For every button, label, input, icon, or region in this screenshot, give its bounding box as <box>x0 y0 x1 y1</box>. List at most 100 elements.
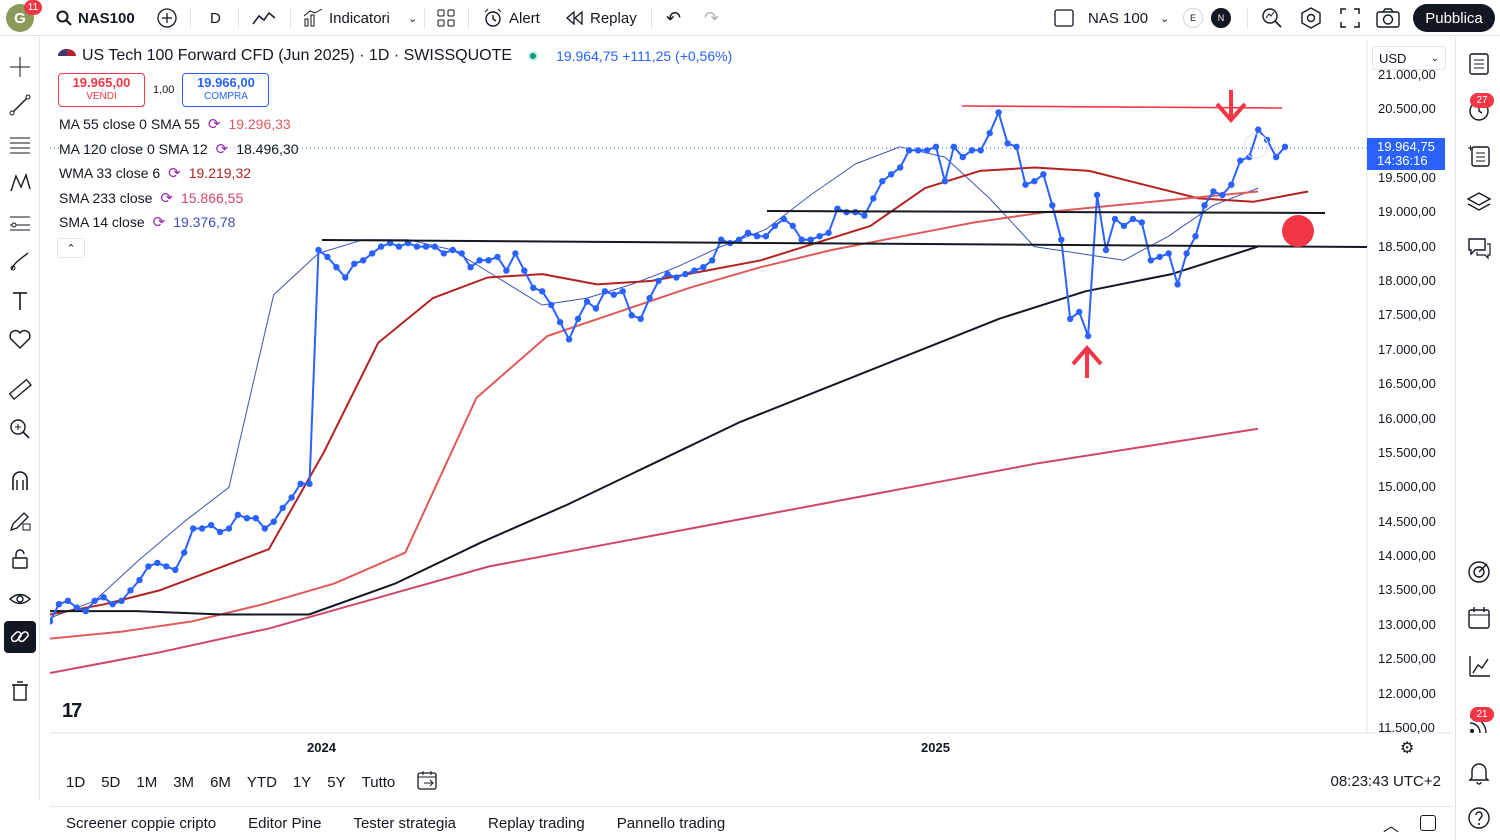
zoom-tool[interactable] <box>4 413 36 445</box>
undo-button[interactable]: ↶ <box>666 0 681 36</box>
indicators-button[interactable]: Indicatori <box>303 0 390 36</box>
range-6m[interactable]: 6M <box>210 773 231 791</box>
tab-strategy-tester[interactable]: Tester strategia <box>353 815 457 832</box>
notifications-button[interactable] <box>1464 757 1494 787</box>
arrow-down-icon[interactable] <box>1215 90 1247 124</box>
fib-tool[interactable] <box>4 129 36 161</box>
tradingview-logo[interactable]: 17 <box>62 700 82 722</box>
chevron-up-icon[interactable]: ︿ <box>1383 818 1400 835</box>
layout-button[interactable]: NAS 100 ⌄ <box>1054 0 1169 36</box>
trendline-tool[interactable] <box>4 89 36 121</box>
n-button[interactable]: N <box>1211 0 1231 36</box>
range-1y[interactable]: 1Y <box>292 773 312 791</box>
symbol-line[interactable]: US Tech 100 Forward CFD (Jun 2025) · 1D … <box>58 45 732 67</box>
quick-search-button[interactable] <box>1261 0 1283 36</box>
ma55-line[interactable] <box>50 190 1259 640</box>
arrow-up-icon[interactable] <box>1071 344 1103 378</box>
tab-pine-editor[interactable]: Editor Pine <box>248 815 322 832</box>
fullscreen-button[interactable] <box>1340 0 1360 36</box>
symbol-title[interactable]: US Tech 100 Forward CFD (Jun 2025) · 1D … <box>82 47 513 64</box>
price-point <box>315 246 322 254</box>
icon-tool[interactable] <box>4 323 36 355</box>
range-all[interactable]: Tutto <box>361 773 396 791</box>
quantity[interactable]: 1,00 <box>153 84 175 96</box>
pine-script-button[interactable] <box>1464 651 1494 681</box>
lock-tool[interactable] <box>4 543 36 575</box>
price-point <box>64 597 72 604</box>
range-ytd[interactable]: YTD <box>246 773 277 791</box>
redo-button[interactable]: ↷ <box>704 0 719 36</box>
chart-pane[interactable] <box>50 40 1453 802</box>
buy-button[interactable]: 19.966,00 COMPRA <box>182 73 270 107</box>
publish-button[interactable]: Pubblica <box>1413 4 1495 32</box>
drawing-mode-tool[interactable] <box>4 505 36 537</box>
text-icon <box>13 292 27 310</box>
collapse-legend-button[interactable]: ⌃ <box>57 238 85 258</box>
price-chart[interactable] <box>50 40 1453 802</box>
support-line-short[interactable] <box>766 210 1326 214</box>
snapshot-button[interactable] <box>1376 0 1400 36</box>
scale-settings-gear-icon[interactable]: ⚙ <box>1400 740 1415 757</box>
object-tree-button[interactable] <box>1464 187 1494 217</box>
indicators-dropdown[interactable]: ⌄ <box>408 0 417 36</box>
measure-tool[interactable] <box>4 373 36 405</box>
price-point <box>977 147 984 154</box>
sell-button[interactable]: 19.965,00 VENDI <box>58 73 145 107</box>
maximize-panel-icon[interactable] <box>1420 815 1436 831</box>
interval-button[interactable]: D <box>210 0 221 36</box>
e-button[interactable]: E <box>1183 0 1203 36</box>
trendline-icon <box>9 94 31 116</box>
help-button[interactable] <box>1464 803 1494 833</box>
ma120-line[interactable] <box>50 245 1259 616</box>
text-tool[interactable] <box>4 285 36 317</box>
user-drawings[interactable] <box>321 90 1368 378</box>
chats-button[interactable] <box>1464 233 1494 263</box>
replay-button[interactable]: Replay <box>566 0 637 36</box>
timezone-clock[interactable]: 08:23:43 UTC+2 <box>1330 773 1442 790</box>
news-button[interactable] <box>1464 141 1494 171</box>
price-point <box>1004 140 1011 147</box>
templates-button[interactable] <box>437 0 455 36</box>
cycle-icon: ⟳ <box>168 165 181 182</box>
tab-crypto-screener[interactable]: Screener coppie cripto <box>66 815 217 832</box>
red-dot-marker[interactable] <box>1282 215 1314 247</box>
indicator-legend-ma120[interactable]: MA 120 close 0 SMA 12 ⟳ 18.496,30 <box>59 139 299 159</box>
sync-drawings-tool[interactable] <box>4 621 36 653</box>
calendar-button[interactable] <box>1464 603 1494 633</box>
range-3m[interactable]: 3M <box>173 773 195 791</box>
range-5y[interactable]: 5Y <box>327 773 346 791</box>
brush-tool[interactable] <box>4 245 36 277</box>
settings-button[interactable] <box>1300 0 1322 36</box>
resistance-line[interactable] <box>961 105 1283 109</box>
alert-button[interactable]: Alert <box>483 0 540 36</box>
indicator-legend-sma233[interactable]: SMA 233 close ⟳ 15.866,55 <box>59 188 244 208</box>
indicator-legend-sma14[interactable]: SMA 14 close ⟳ 19.376,78 <box>59 212 236 232</box>
indicator-legend-wma33[interactable]: WMA 33 close 6 ⟳ 19.219,32 <box>59 163 252 183</box>
watchlist-button[interactable] <box>1464 49 1494 79</box>
range-1m[interactable]: 1M <box>136 773 158 791</box>
pattern-tool[interactable] <box>4 167 36 199</box>
indicator-legend-ma55[interactable]: MA 55 close 0 SMA 55 ⟳ 19.296,33 <box>59 114 291 134</box>
range-5d[interactable]: 5D <box>101 773 121 791</box>
hide-tool[interactable] <box>4 583 36 615</box>
currency-select[interactable]: USD ⌄ <box>1372 46 1446 70</box>
crosshair-tool[interactable] <box>4 51 36 83</box>
screener-button[interactable] <box>1464 557 1494 587</box>
tab-replay-trading[interactable]: Replay trading <box>488 815 585 832</box>
sma14-line[interactable] <box>50 146 1259 619</box>
range-1d[interactable]: 1D <box>66 773 86 791</box>
wma33-line[interactable] <box>50 166 1309 616</box>
sma233-line[interactable] <box>50 427 1259 674</box>
chart-type-button[interactable] <box>252 0 276 36</box>
tab-trading-panel[interactable]: Pannello trading <box>616 815 726 832</box>
magnet-tool[interactable] <box>4 465 36 497</box>
go-to-date-button[interactable] <box>409 770 447 794</box>
list-icon <box>1469 53 1489 75</box>
forecast-tool[interactable] <box>4 207 36 239</box>
support-line-long[interactable] <box>321 239 1368 248</box>
price-point <box>1255 126 1262 133</box>
remove-drawings-tool[interactable] <box>4 675 36 707</box>
price-point <box>1076 308 1083 316</box>
symbol-search[interactable]: NAS100 <box>56 0 135 36</box>
compare-button[interactable] <box>157 0 177 36</box>
